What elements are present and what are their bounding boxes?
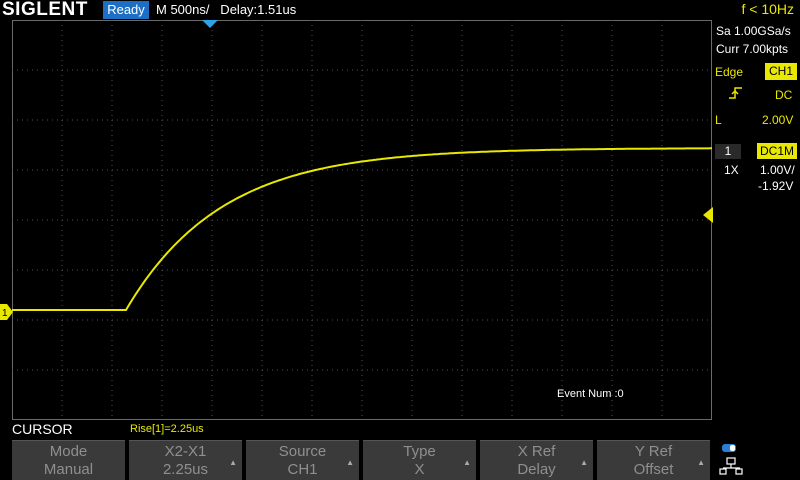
acquisition-status: Ready [103, 1, 149, 19]
softkey-label: Y Ref [634, 443, 673, 460]
brand-logo: SIGLENT [2, 0, 88, 20]
graticule [12, 20, 712, 420]
timebase-readout[interactable]: M 500ns/ Delay:1.51us [156, 2, 297, 17]
softkey-label: Type [403, 443, 436, 460]
up-arrow-icon: ▲ [463, 458, 471, 467]
trigger-source: CH1 [765, 63, 797, 80]
softkey-label: X Ref [517, 443, 556, 460]
top-status-bar [0, 0, 800, 20]
rise-time-measurement: Rise[1]=2.25us [130, 423, 204, 435]
softkey-value: Manual [43, 461, 94, 478]
up-arrow-icon: ▲ [229, 458, 237, 467]
softkey-source[interactable]: Source CH1 ▲ [246, 440, 359, 480]
softkey-value: Delay [517, 461, 556, 478]
memory-depth: Curr 7.00kpts [716, 42, 789, 56]
vertical-offset: -1.92V [758, 179, 794, 193]
softkey-type[interactable]: Type X ▲ [363, 440, 476, 480]
softkey-value: Offset [633, 461, 674, 478]
event-counter: Event Num :0 [557, 388, 624, 400]
trigger-type: Edge [715, 65, 744, 79]
softkey-label: X2-X1 [164, 443, 207, 460]
softkey-mode[interactable]: Mode Manual [12, 440, 125, 480]
menu-title: CURSOR [12, 421, 73, 437]
channel1-marker-label: 1 [2, 308, 8, 319]
softkey-x2-x1[interactable]: X2-X1 2.25us ▲ [129, 440, 242, 480]
softkey-value: 2.25us [162, 461, 209, 478]
channel-number: 1 [715, 144, 741, 159]
softkey-x-ref[interactable]: X Ref Delay ▲ [480, 440, 593, 480]
vertical-scale: 1.00V/ [760, 163, 795, 177]
channel1-ground-marker[interactable]: 1 [0, 304, 13, 320]
trigger-position-marker[interactable] [202, 20, 218, 28]
trigger-coupling: DC [775, 88, 793, 102]
channel1-trace [12, 147, 712, 311]
sample-rate: Sa 1.00GSa/s [716, 24, 791, 38]
trigger-level-marker[interactable] [703, 207, 713, 223]
softkey-label: Mode [49, 443, 88, 460]
waveform-display[interactable] [12, 20, 712, 420]
rising-edge-icon [729, 87, 742, 99]
softkey-value: CH1 [287, 461, 318, 478]
trigger-level-value: 2.00V [762, 113, 794, 127]
trigger-level-label: L [715, 113, 722, 127]
softkey-y-ref[interactable]: Y Ref Offset ▲ [597, 440, 710, 480]
channel-coupling: DC1M [757, 143, 797, 159]
softkey-label: Source [278, 443, 327, 460]
frequency-counter: f < 10Hz [741, 1, 794, 17]
up-arrow-icon: ▲ [346, 458, 354, 467]
up-arrow-icon: ▲ [580, 458, 588, 467]
softkey-value: X [414, 461, 425, 478]
probe-attenuation: 1X [724, 163, 739, 177]
network-icon [719, 444, 743, 475]
up-arrow-icon: ▲ [697, 458, 705, 467]
